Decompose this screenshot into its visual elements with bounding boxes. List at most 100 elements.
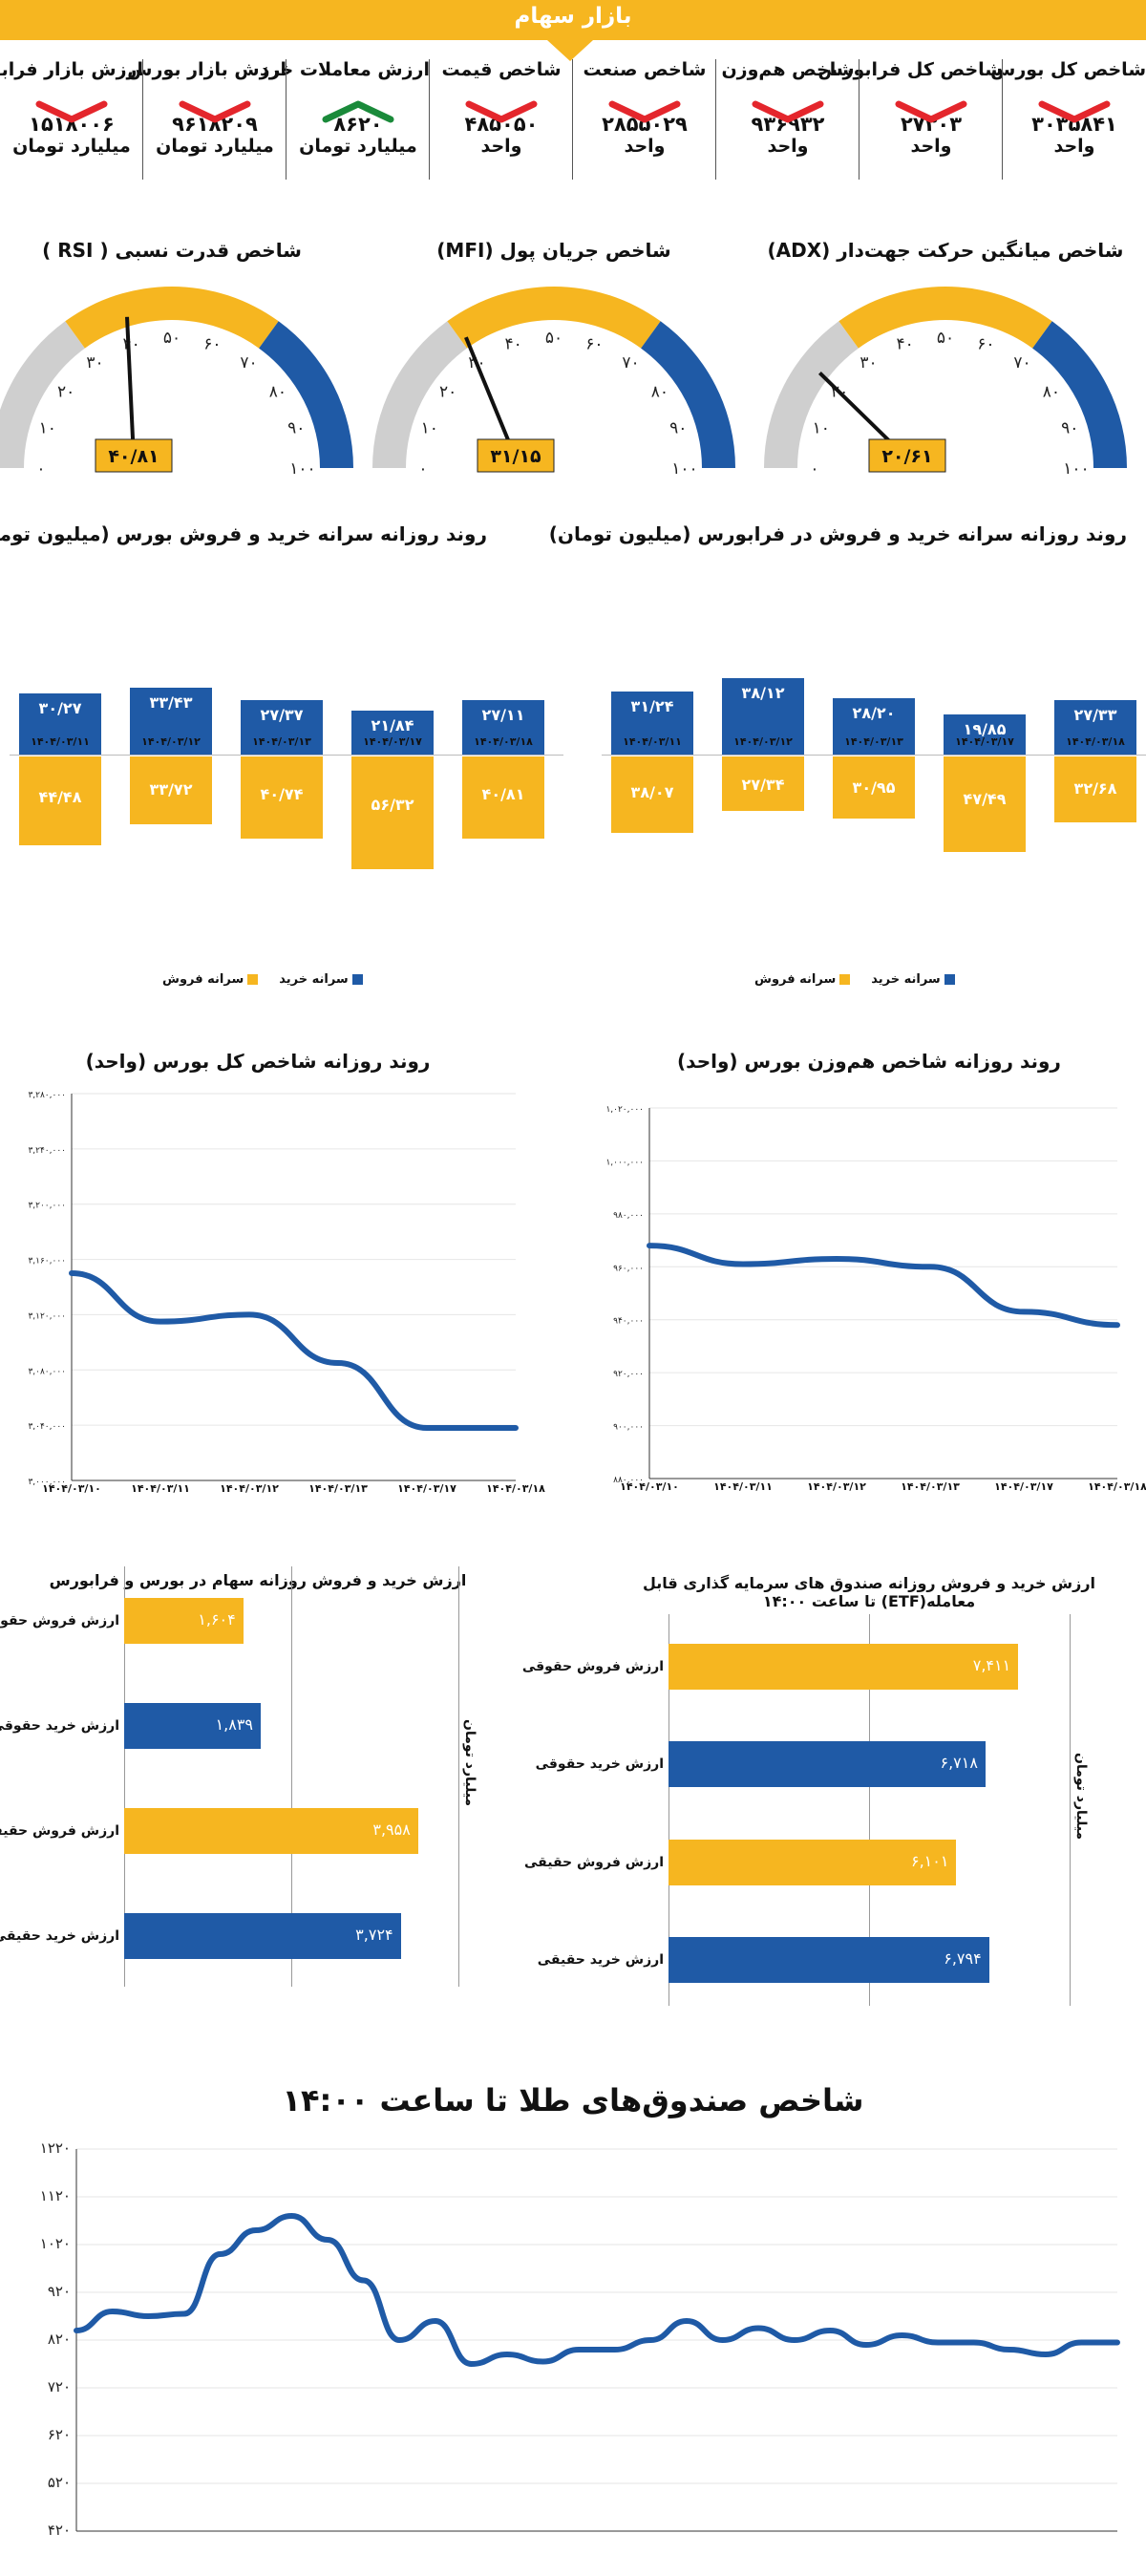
gauge-title: شاخص قدرت نسبی ( RSI ) bbox=[42, 239, 302, 262]
trend-down-icon bbox=[35, 100, 108, 123]
gauge-tick-label: ۳۰ bbox=[860, 353, 877, 373]
category-label: ارزش خرید حقوقی bbox=[0, 1718, 119, 1734]
legend-sell-label: سرانه فروش bbox=[754, 972, 837, 987]
indicator-name: شاخص هم‌وزن bbox=[721, 59, 855, 80]
gauge-tick-label: ۰ bbox=[810, 459, 818, 479]
gauge-tick-label: ۶۰ bbox=[585, 335, 603, 354]
gauge-tick-label: ۱۰۰ bbox=[1063, 459, 1089, 479]
gauge-tick-label: ۵۰ bbox=[163, 329, 180, 348]
x-tick-label: ۱۴۰۴/۰۳/۱۷ bbox=[397, 1482, 456, 1495]
x-tick-label: ۱۴۰۴/۰۳/۱۳ bbox=[901, 1480, 960, 1493]
x-tick-label: ۱۴۰۴/۰۳/۱۰ bbox=[620, 1480, 679, 1493]
x-tick-label: ۱۴۰۴/۰۳/۱۰ bbox=[42, 1482, 101, 1495]
indicator-card: شاخص صنعت ۲۸۵۵۰۲۹ واحد bbox=[573, 55, 716, 189]
gauge: ۰۱۰۲۰۳۰۴۰۵۰۶۰۷۰۸۰۹۰۱۰۰۳۱/۱۵ bbox=[372, 287, 735, 479]
sell-bar: ۵۶/۳۲ bbox=[351, 756, 434, 870]
x-tick-label: ۱۴۰۴/۰۳/۱۸ bbox=[1088, 1480, 1146, 1493]
gauge-tick-label: ۸۰ bbox=[1043, 382, 1060, 401]
indicator-name: شاخص کل بورس bbox=[990, 59, 1146, 80]
legend-buy-swatch bbox=[944, 974, 955, 985]
gauge-tick-label: ۸۰ bbox=[269, 382, 286, 401]
date-label: ۱۴۰۴/۰۳/۱۸ bbox=[1066, 735, 1125, 748]
date-label: ۱۴۰۴/۰۳/۱۲ bbox=[141, 735, 201, 748]
gauge-value-box bbox=[95, 438, 173, 473]
y-tick-label: ۹۲۰,۰۰۰ bbox=[613, 1370, 644, 1379]
indicator-card: شاخص کل فرابورس ۲۷۳۰۳ واحد bbox=[817, 55, 1003, 189]
sell-bar: ۳۳/۷۲ bbox=[130, 756, 212, 824]
indicator-card: شاخص قیمت ۴۸۵۰۵۰ واحد bbox=[430, 55, 573, 189]
y-tick-label: ۳,۱۲۰,۰۰۰ bbox=[28, 1311, 66, 1321]
chart-frame bbox=[124, 1566, 125, 1987]
legend-sell: سرانه فروش bbox=[754, 972, 854, 987]
indicator-divider bbox=[1002, 59, 1003, 180]
indicator-name: ارزش معاملات خرد bbox=[259, 59, 430, 80]
buy-value-bar: ۶,۷۱۸ bbox=[668, 1741, 986, 1788]
indicator-unit: میلیارد تومان bbox=[299, 136, 417, 157]
buy-bar: ۲۸/۲۰ bbox=[833, 697, 915, 755]
gauge-tick-label: ۴۰ bbox=[505, 335, 522, 354]
indicator-unit: واحد bbox=[624, 136, 666, 157]
date-label: ۱۴۰۴/۰۳/۱۲ bbox=[733, 735, 793, 748]
gauge-value-box bbox=[477, 438, 555, 473]
buy-value-bar: ۶,۷۹۴ bbox=[668, 1937, 989, 1984]
gauge-needle bbox=[464, 336, 518, 459]
legend-buy: سرانه خرید bbox=[871, 972, 958, 987]
indicator-card: ارزش بازار بورس ۹۶۱۸۲۰۹ میلیارد تومان bbox=[127, 55, 286, 189]
gauge-band-mid bbox=[65, 287, 279, 349]
gauge-tick-label: ۱۰۰ bbox=[671, 459, 697, 479]
chart-title: روند روزانه سرانه خرید و فروش بورس (میلی… bbox=[0, 522, 487, 545]
indicator-card: شاخص هم‌وزن ۹۳۶۹۳۲ واحد bbox=[716, 55, 860, 189]
sell-bar: ۳۲/۶۸ bbox=[1054, 756, 1136, 822]
buy-value-bar: ۳,۷۲۴ bbox=[124, 1913, 401, 1959]
gauge-band-high bbox=[641, 321, 735, 468]
indicator-divider bbox=[859, 59, 860, 180]
legend-sell: سرانه فروش bbox=[162, 972, 262, 987]
trend-down-icon bbox=[179, 100, 251, 123]
sell-value-bar: ۶,۱۰۱ bbox=[668, 1839, 957, 1885]
gauge-value-box bbox=[868, 438, 946, 473]
chart-frame bbox=[1070, 1614, 1071, 2006]
y-tick-label: ۱۱۲۰ bbox=[40, 2187, 71, 2204]
series-line bbox=[74, 2212, 1120, 2368]
indicator-unit: میلیارد تومان bbox=[156, 136, 274, 157]
legend: سرانه خرید سرانه فروش bbox=[754, 972, 959, 987]
gauge: ۰۱۰۲۰۳۰۴۰۵۰۶۰۷۰۸۰۹۰۱۰۰۲۰/۶۱ bbox=[764, 287, 1127, 479]
buy-bar: ۳۳/۴۳ bbox=[130, 687, 212, 755]
trend-down-icon bbox=[465, 100, 538, 123]
x-tick-label: ۱۴۰۴/۰۳/۱۱ bbox=[131, 1482, 190, 1495]
series-line bbox=[69, 1270, 519, 1432]
buy-bar: ۳۸/۱۲ bbox=[722, 677, 804, 755]
indicator-divider bbox=[715, 59, 716, 180]
buy-bar: ۲۷/۱۱ bbox=[462, 700, 544, 755]
sell-value-bar: ۳,۹۵۸ bbox=[124, 1808, 418, 1854]
buy-bar: ۲۷/۳۳ bbox=[1054, 699, 1136, 755]
chart-title: ارزش خرید و فروش روزانه سهام در بورس و ف… bbox=[49, 1571, 467, 1589]
chart-title: روند روزانه سرانه خرید و فروش در فرابورس… bbox=[548, 522, 1127, 545]
y-tick-label: ۳,۲۴۰,۰۰۰ bbox=[28, 1146, 66, 1156]
indicator-card: شاخص کل بورس ۳۰۳۵۸۴۱ واحد bbox=[990, 55, 1146, 189]
gauge-value: ۲۰/۶۱ bbox=[881, 446, 932, 467]
gauge-band-mid bbox=[447, 287, 661, 349]
indicator-card: ارزش معاملات خرد ۸۶۲۰ میلیارد تومان bbox=[259, 55, 430, 189]
buy-bar: ۲۱/۸۴ bbox=[351, 711, 434, 755]
legend-buy: سرانه خرید bbox=[279, 972, 366, 987]
indicator-divider bbox=[429, 59, 430, 180]
gauge-title: شاخص جریان پول (MFI) bbox=[436, 239, 671, 262]
date-label: ۱۴۰۴/۰۳/۱۱ bbox=[31, 735, 90, 748]
indicator-divider bbox=[142, 59, 143, 180]
y-tick-label: ۳,۰۸۰,۰۰۰ bbox=[28, 1367, 66, 1376]
gauge-band-low bbox=[764, 321, 859, 468]
gauge-tick-label: ۹۰ bbox=[287, 419, 305, 438]
legend: سرانه خرید سرانه فروش bbox=[162, 972, 367, 987]
gauge-tick-label: ۸۰ bbox=[651, 382, 668, 401]
chart-frame bbox=[291, 1566, 292, 1987]
gauge-tick-label: ۱۰۰ bbox=[289, 459, 315, 479]
indicator-unit: واحد bbox=[767, 136, 809, 157]
gauge-tick-label: ۲۰ bbox=[57, 382, 74, 401]
y-tick-label: ۳,۰۴۰,۰۰۰ bbox=[28, 1422, 66, 1432]
gauge-tick-label: ۷۰ bbox=[240, 353, 257, 373]
legend-buy-swatch bbox=[351, 974, 363, 985]
y-tick-label: ۶۲۰ bbox=[48, 2426, 71, 2443]
gauge-band-low bbox=[0, 321, 85, 468]
